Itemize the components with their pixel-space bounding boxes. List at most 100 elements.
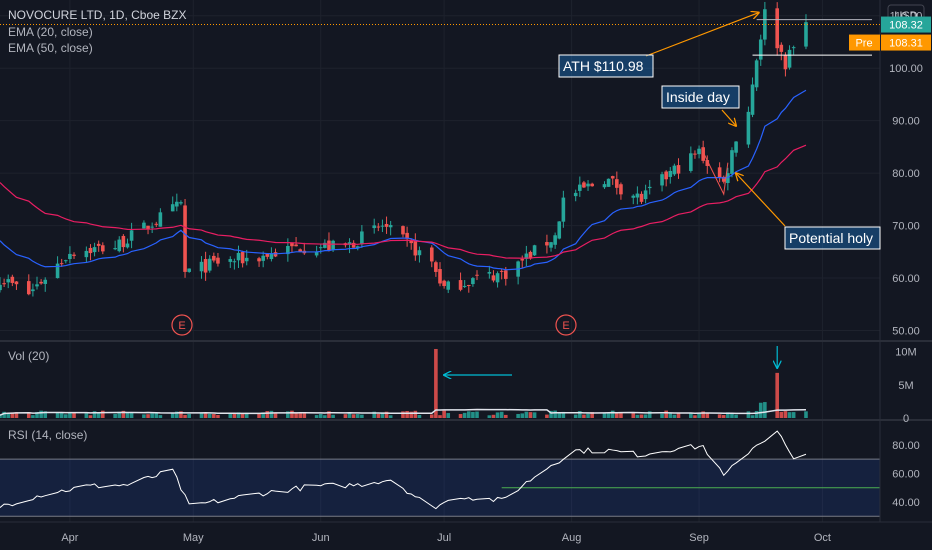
volume-bar [561,411,566,418]
rsi-axis[interactable]: 80.00 60.00 40.00 [892,440,920,509]
volume-bar [84,413,89,418]
candle-body [697,148,701,155]
volume-bar [101,410,105,418]
volume-bar [232,413,237,418]
volume-bars [0,348,808,418]
candle-body [635,193,640,198]
volume-bar [549,410,553,418]
potential-arrow[interactable] [736,173,786,227]
candle-body [318,247,323,249]
candle-body [553,235,557,245]
volume-bar [154,413,159,418]
candle-body [183,205,187,272]
annotation-inside-day-text: Inside day [666,89,730,105]
volume-bar [298,413,302,418]
candle-body [405,232,409,239]
volume-bar [314,415,319,418]
candle-body [269,253,274,260]
candle-body [586,183,590,187]
volume-bar [462,412,467,418]
candle-body [294,244,298,247]
volume-bar [438,415,442,418]
candle-body [96,243,101,246]
ema-50-legend[interactable]: EMA (50, close) [8,41,93,55]
volume-bar [758,402,763,418]
candle-body [298,249,302,252]
rsi-pane-label[interactable]: RSI (14, close) [8,428,87,442]
candle-body [524,253,529,259]
volume-bar [72,412,76,418]
volume-bar [331,414,335,418]
candle-body [528,251,533,259]
candle-body [647,186,652,189]
volume-axis[interactable]: 10M 5M 0 [895,347,916,425]
pre-market-label-box [849,34,880,51]
volume-pane-label[interactable]: Vol (20) [8,349,49,363]
volume-bar [35,411,39,418]
candle-body [72,254,76,256]
volume-bar [216,414,220,418]
volume-bar [388,415,393,418]
candle-body [323,242,327,248]
volume-bar [146,414,150,418]
chart-legend[interactable]: NOVOCURE LTD, 1D, Cboe BZX EMA (20, clos… [8,8,187,55]
candle-body [43,279,48,284]
symbol-title[interactable]: NOVOCURE LTD, 1D, Cboe BZX [8,8,187,22]
annotation-inside-day[interactable]: Inside day [661,85,740,109]
candle-body [228,259,233,262]
candle-body [179,202,183,204]
earnings-marker-aug[interactable]: E [555,314,577,336]
candle-body [466,284,471,286]
volume-bar [647,411,652,418]
inside-day-arrow[interactable] [721,109,736,126]
volume-bar [6,412,11,418]
volume-bar [442,410,446,418]
volume-bar [429,414,434,418]
volume-bar [26,412,31,418]
candle-body [746,111,751,145]
ath-arrow[interactable] [645,13,759,57]
volume-bar [466,411,471,418]
candle-body [187,268,191,272]
volume-bar [635,414,640,418]
volume-bar [43,411,48,418]
candle-body [491,275,496,281]
candle-body [290,242,294,247]
earnings-marker-may[interactable]: E [171,314,193,336]
volume-bar [528,412,533,418]
ema-20-legend[interactable]: EMA (20, close) [8,25,93,39]
rsi-legend[interactable]: RSI (14, close) [8,428,87,442]
candle-body [471,278,475,285]
volume-legend[interactable]: Vol (20) [8,349,49,363]
volume-bar [606,413,611,418]
grid [0,0,880,522]
candle-body [409,240,414,244]
volume-bar [117,411,122,418]
volume-bar [327,411,331,418]
volume-bar [183,414,187,418]
volume-bar [602,413,607,418]
volume-bar [475,411,479,418]
volume-bar [734,414,738,418]
annotation-potential[interactable]: Potential holy [784,226,881,250]
price-tick-label: 50.00 [892,326,920,338]
volume-bar [643,414,648,418]
volume-bar [0,415,2,418]
candle-body [631,195,636,198]
dip-marker[interactable] [702,151,729,196]
candle-body [615,179,619,188]
volume-bar [701,411,705,418]
candle-body [203,259,208,273]
volume-bar [417,414,422,418]
drawings[interactable] [444,13,786,375]
candle-body [244,257,249,262]
time-axis[interactable]: Apr May Jun Jul Aug Sep Oct [61,532,831,544]
annotation-ath[interactable]: ATH $110.98 [558,54,654,78]
volume-bar [491,414,496,418]
volume-bar [384,411,389,418]
volume-bar [347,412,352,418]
volume-bar [553,410,557,418]
candle-body [216,257,220,264]
